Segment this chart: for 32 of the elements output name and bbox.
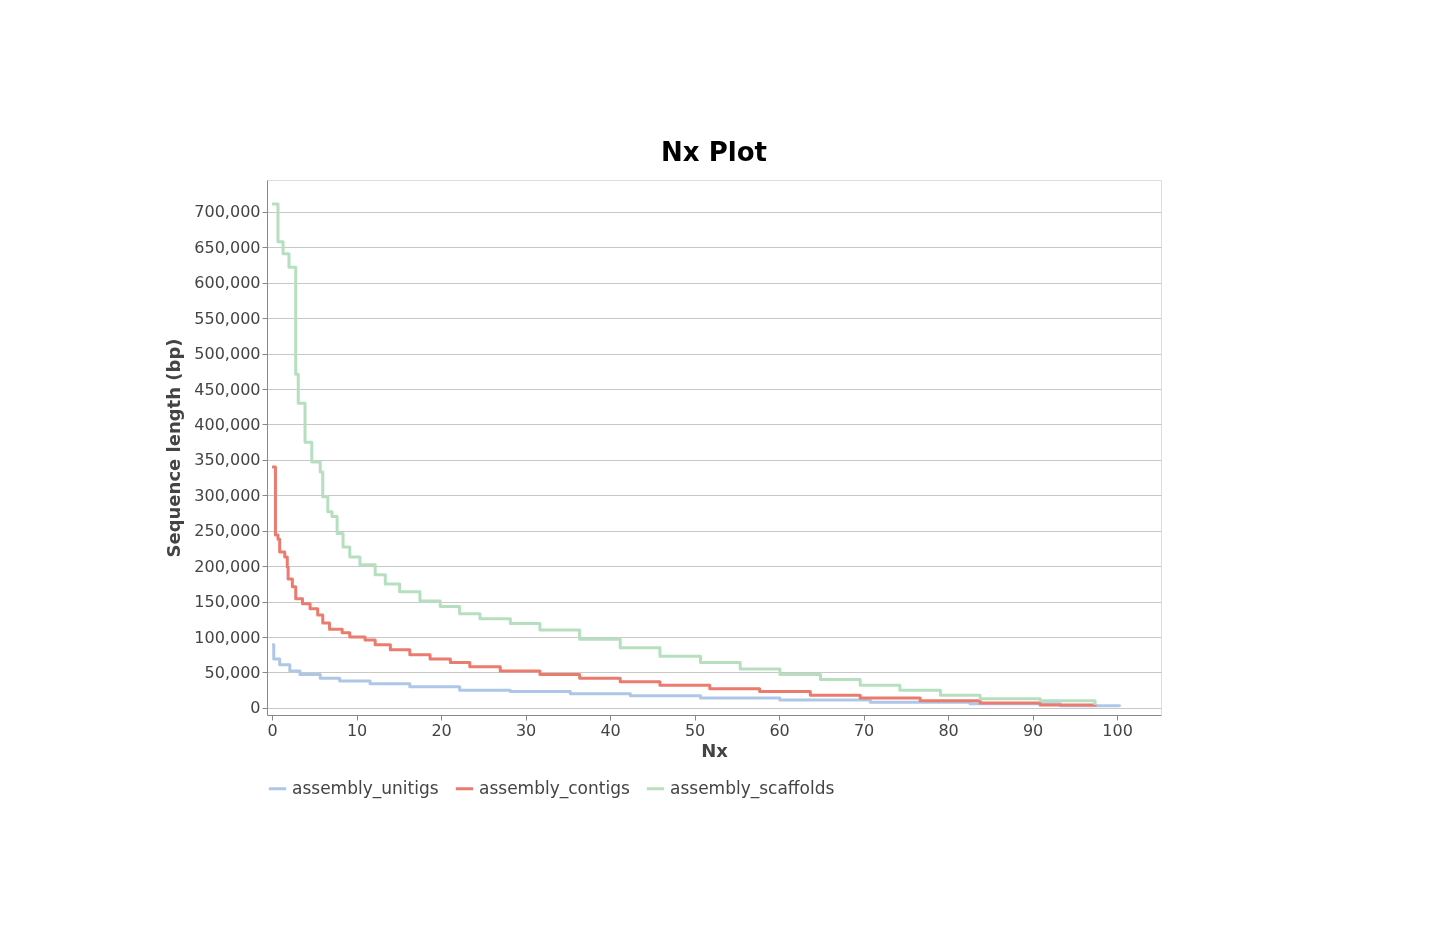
y-tick-label: 650,000 [194, 237, 261, 257]
y-tick-label: 150,000 [194, 592, 261, 612]
chart-title: Nx Plot [661, 137, 767, 167]
y-axis-title: Sequence length (bp) [163, 338, 185, 558]
x-tick-label: 30 [515, 720, 537, 740]
y-tick-label: 300,000 [194, 485, 261, 505]
y-tick-label: 500,000 [194, 344, 261, 364]
legend-label: assembly_scaffolds [670, 777, 835, 799]
y-tick-label: 400,000 [194, 414, 261, 434]
x-tick-label: 100 [1102, 720, 1133, 740]
y-tick-label: 700,000 [194, 202, 261, 222]
x-axis-title: Nx [701, 739, 729, 761]
x-tick-label: 50 [684, 720, 706, 740]
x-tick-label: 40 [600, 720, 621, 740]
y-tick-label: 0 [250, 698, 261, 718]
legend-label: assembly_unitigs [292, 777, 439, 799]
x-tick-label: 70 [853, 720, 875, 740]
y-tick-label: 50,000 [204, 662, 261, 682]
x-tick-label: 10 [346, 720, 368, 740]
y-tick-label: 100,000 [194, 627, 261, 647]
legend-label: assembly_contigs [479, 777, 630, 799]
x-tick-label: 80 [938, 720, 959, 740]
x-tick-label: 90 [1022, 720, 1044, 740]
x-tick-label: 60 [769, 720, 790, 740]
y-tick-label: 450,000 [194, 379, 261, 399]
y-tick-label: 200,000 [194, 556, 261, 576]
y-tick-label: 600,000 [194, 273, 261, 293]
x-tick-label: 0 [267, 720, 278, 740]
y-tick-label: 350,000 [194, 450, 261, 470]
y-tick-label: 250,000 [194, 521, 261, 541]
x-tick-label: 20 [431, 720, 452, 740]
y-tick-label: 550,000 [194, 308, 261, 328]
